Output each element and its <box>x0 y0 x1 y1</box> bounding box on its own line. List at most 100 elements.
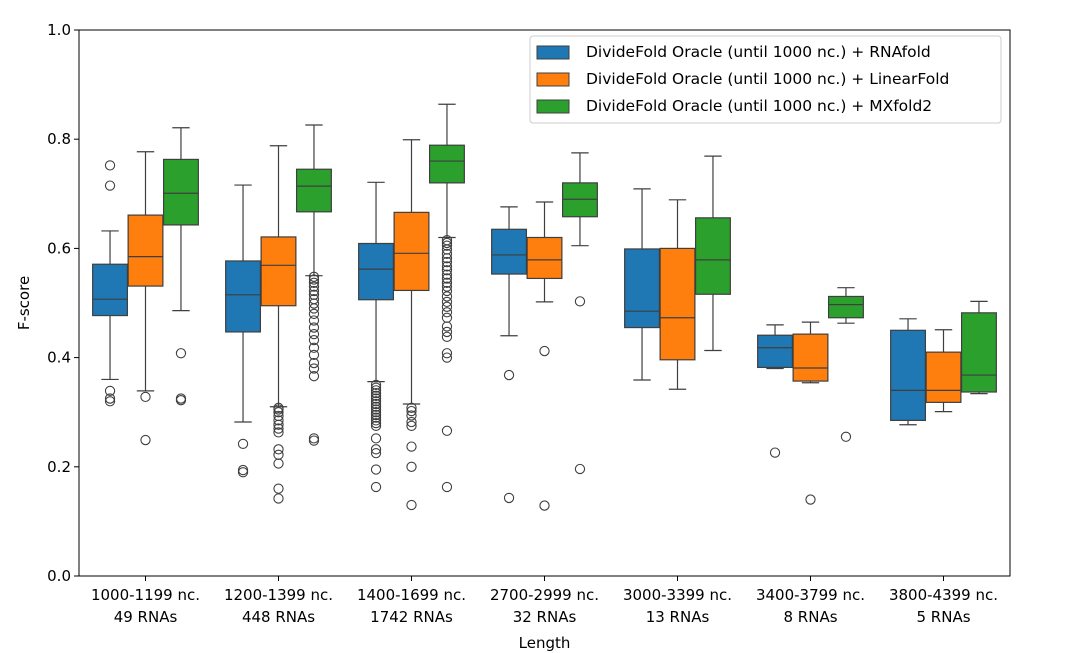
box-3-1 <box>526 201 563 511</box>
outlier-point <box>503 492 515 504</box>
legend-swatch <box>536 99 570 114</box>
box-1-0 <box>225 184 262 478</box>
box-body <box>92 263 129 317</box>
x-tick-label: 3400-3799 nc. <box>756 586 865 604</box>
box-body <box>162 158 199 226</box>
outlier-point <box>273 483 284 494</box>
outlier-point <box>539 500 550 511</box>
box-4-1 <box>659 199 696 390</box>
outlier-point <box>441 326 453 338</box>
outlier-point <box>441 331 453 343</box>
x-tick-label: 13 RNAs <box>646 608 710 626</box>
outlier-point <box>441 248 453 260</box>
box-5-0 <box>757 324 794 458</box>
outlier-point <box>140 434 151 446</box>
outlier-point <box>441 352 453 363</box>
outlier-point <box>308 349 320 361</box>
outlier-point <box>308 435 320 446</box>
outlier-point <box>140 391 151 403</box>
box-5-2 <box>827 287 864 442</box>
outlier-point <box>370 464 382 475</box>
box-2-2 <box>428 103 465 493</box>
outlier-point <box>308 303 320 314</box>
outlier-point <box>441 291 453 302</box>
outlier-point <box>441 481 453 493</box>
outlier-point <box>370 379 382 391</box>
outlier-point <box>237 438 249 450</box>
outlier-point <box>406 420 417 431</box>
legend: DivideFold Oracle (until 1000 nc.) + RNA… <box>529 35 1002 124</box>
outlier-point <box>574 296 586 307</box>
outlier-point <box>273 419 284 430</box>
outlier-point <box>441 277 453 288</box>
outlier-point <box>308 315 320 326</box>
outlier-point <box>441 265 453 276</box>
x-tick-label: 1000-1199 nc. <box>91 586 200 604</box>
outlier-point <box>406 461 417 472</box>
y-axis-label: F-score <box>15 276 33 330</box>
box-body <box>295 168 332 213</box>
outlier-point <box>406 499 417 511</box>
y-tick-label: 0.0 <box>47 567 71 585</box>
outlier-point <box>175 348 187 359</box>
outlier-point <box>406 441 417 452</box>
outlier-point <box>441 240 453 251</box>
outlier-point <box>406 410 417 421</box>
outlier-point <box>574 463 586 475</box>
outlier-point <box>308 322 320 333</box>
outlier-point <box>308 281 320 292</box>
outlier-point <box>769 447 781 458</box>
box-body <box>890 329 927 421</box>
outlier-point <box>370 387 382 399</box>
outlier-point <box>441 321 453 332</box>
outlier-point <box>441 348 453 359</box>
outlier-point <box>840 431 852 442</box>
box-4-0 <box>624 188 661 381</box>
outlier-point <box>370 444 382 455</box>
x-tick-label: 3800-4399 nc. <box>889 586 998 604</box>
outlier-point <box>308 277 320 288</box>
outlier-point <box>175 395 187 406</box>
outlier-point <box>308 285 320 297</box>
outlier-point <box>273 415 284 426</box>
box-body <box>358 242 395 301</box>
x-tick-label: 448 RNAs <box>242 608 315 626</box>
outlier-point <box>370 481 382 493</box>
box-1-1 <box>260 145 297 504</box>
outlier-point <box>370 398 382 410</box>
outlier-point <box>370 393 382 404</box>
outlier-point <box>441 301 453 312</box>
x-tick-label: 8 RNAs <box>783 608 837 626</box>
box-body <box>428 144 465 184</box>
box-body <box>624 248 661 329</box>
outlier-point <box>503 369 515 381</box>
outlier-point <box>308 274 320 285</box>
outlier-point <box>273 444 284 455</box>
outlier-point <box>273 423 284 434</box>
outlier-point <box>370 433 382 444</box>
legend-label: DivideFold Oracle (until 1000 nc.) + MXf… <box>586 97 932 115</box>
y-tick-label: 0.4 <box>47 349 71 367</box>
outlier-point <box>539 345 550 357</box>
x-tick-label: 1742 RNAs <box>370 608 453 626</box>
outlier-point <box>370 401 382 412</box>
box-2-0 <box>358 181 395 493</box>
outlier-point <box>370 407 382 418</box>
box-3-2 <box>561 152 598 475</box>
outlier-point <box>406 405 417 417</box>
x-tick-label: 3000-3399 nc. <box>623 586 732 604</box>
outlier-point <box>104 180 116 191</box>
outlier-point <box>370 396 382 407</box>
legend-label: DivideFold Oracle (until 1000 nc.) + RNA… <box>586 43 931 61</box>
outlier-point <box>370 447 382 459</box>
x-tick-label: 1400-1699 nc. <box>357 586 466 604</box>
plot-area <box>92 103 997 511</box>
box-body <box>827 295 864 319</box>
box-body <box>393 211 430 292</box>
box-body <box>694 217 731 295</box>
outlier-point <box>441 237 453 249</box>
box-0-2 <box>162 127 199 406</box>
box-3-0 <box>491 206 528 504</box>
outlier-point <box>308 342 320 353</box>
legend-label: DivideFold Oracle (until 1000 nc.) + Lin… <box>586 70 949 88</box>
